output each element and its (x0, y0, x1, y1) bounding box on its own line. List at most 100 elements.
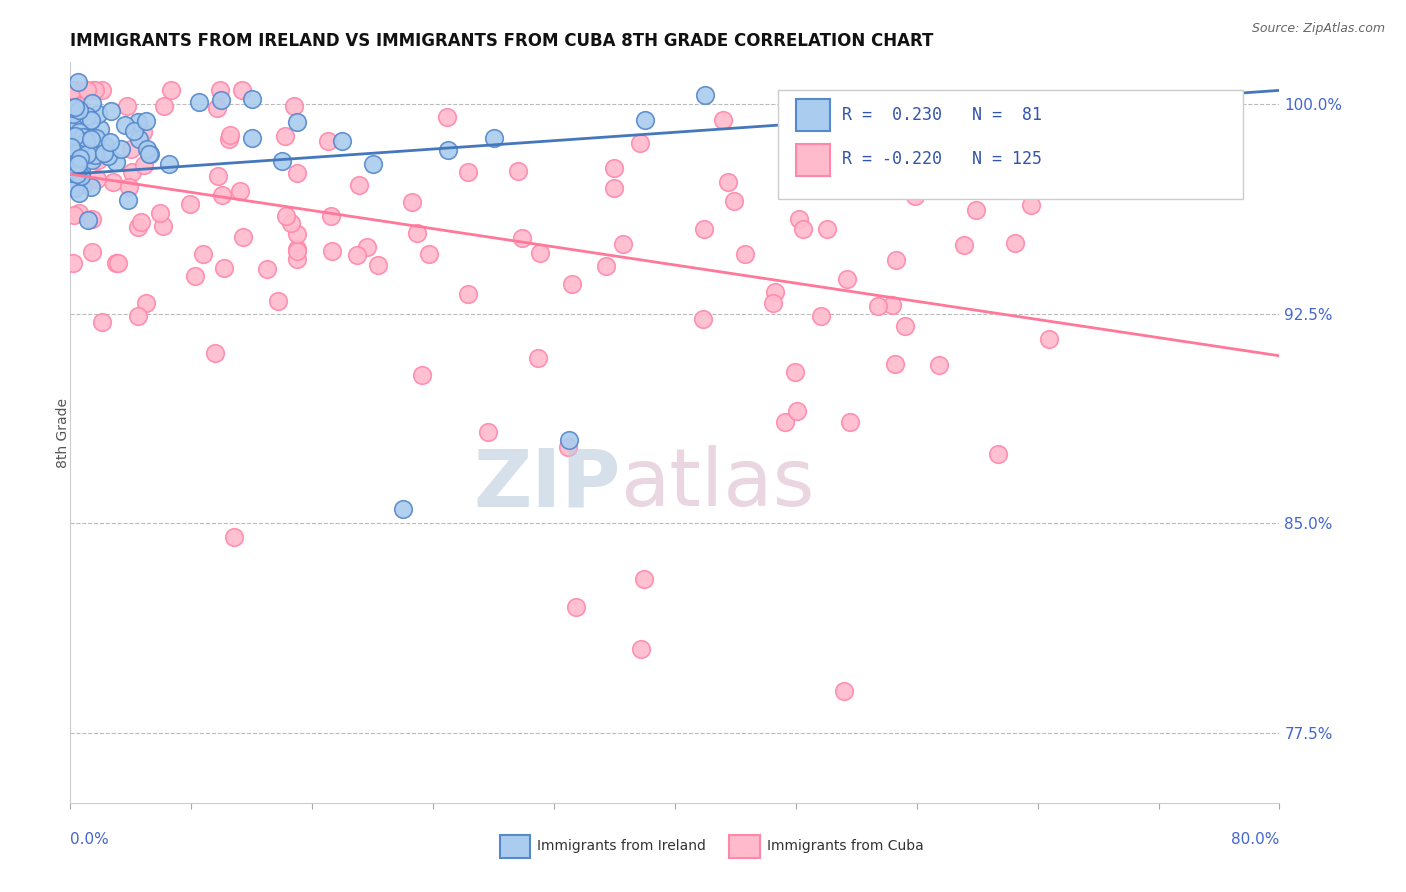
Text: Immigrants from Ireland: Immigrants from Ireland (537, 839, 706, 854)
Text: IMMIGRANTS FROM IRELAND VS IMMIGRANTS FROM CUBA 8TH GRADE CORRELATION CHART: IMMIGRANTS FROM IRELAND VS IMMIGRANTS FR… (70, 32, 934, 50)
Point (60, 165, 83, 179)
Point (285, 243, 308, 257)
Point (211, 93, 233, 107)
Point (761, 296, 783, 310)
Point (135, 142, 157, 156)
Point (987, 447, 1010, 461)
Bar (796, 99, 830, 131)
Point (557, 441, 579, 455)
Point (212, 261, 235, 276)
Point (256, 262, 278, 277)
Point (63, 181, 86, 195)
Point (91, 83, 114, 97)
Point (128, 132, 150, 146)
Point (561, 277, 583, 291)
Point (208, 83, 231, 97)
Text: atlas: atlas (620, 445, 815, 524)
Point (211, 188, 233, 202)
Point (477, 425, 499, 439)
Point (527, 351, 550, 365)
Point (122, 123, 145, 137)
Point (274, 209, 297, 223)
Point (633, 572, 655, 586)
Point (65, 164, 87, 178)
Point (285, 252, 308, 266)
Point (457, 164, 479, 178)
Point (67, 186, 90, 200)
Point (132, 125, 155, 139)
Point (157, 157, 180, 171)
Point (207, 169, 229, 183)
Point (138, 146, 160, 161)
Point (967, 112, 990, 127)
Point (80, 132, 103, 146)
Point (72, 112, 94, 126)
Text: R =  0.230   N =  81: R = 0.230 N = 81 (842, 106, 1042, 124)
Point (60, 161, 83, 176)
Point (285, 227, 308, 241)
Point (65, 100, 87, 114)
Point (1004, 235, 1026, 250)
Point (69, 151, 91, 165)
Point (285, 115, 308, 129)
Point (80, 113, 103, 128)
Point (76, 109, 98, 123)
Point (367, 258, 389, 272)
Point (86, 131, 108, 145)
Point (786, 403, 808, 417)
Point (692, 312, 714, 326)
Point (152, 219, 174, 233)
Point (69, 164, 91, 178)
Point (60, 148, 83, 162)
Point (86, 172, 108, 186)
Point (94, 139, 117, 153)
Text: Source: ZipAtlas.com: Source: ZipAtlas.com (1251, 22, 1385, 36)
Point (319, 209, 342, 223)
Point (115, 99, 138, 113)
Point (107, 256, 129, 270)
Point (63, 130, 86, 145)
Point (274, 128, 297, 143)
Y-axis label: 8th Grade: 8th Grade (56, 398, 70, 467)
Point (90, 315, 112, 329)
Point (67, 206, 90, 220)
Point (1038, 332, 1060, 346)
Point (763, 285, 786, 300)
Point (89, 121, 111, 136)
Point (401, 195, 423, 210)
Point (79, 113, 101, 128)
Point (321, 244, 343, 259)
Point (118, 180, 141, 194)
Point (267, 293, 290, 308)
Point (270, 154, 294, 169)
Point (67, 103, 90, 118)
Point (80, 153, 103, 168)
Point (66, 167, 89, 181)
Point (63, 114, 86, 128)
Point (231, 83, 253, 97)
Point (391, 502, 415, 516)
Point (63, 129, 86, 144)
Point (97, 149, 120, 163)
Point (67, 99, 90, 113)
Point (723, 194, 745, 208)
Point (457, 287, 479, 301)
Point (612, 237, 634, 252)
Point (72, 129, 94, 144)
Point (356, 240, 378, 254)
Point (187, 95, 209, 109)
Point (283, 99, 305, 113)
Bar (796, 144, 830, 176)
Point (80, 180, 103, 194)
Point (510, 230, 533, 244)
Point (633, 112, 655, 127)
Point (70, 170, 93, 185)
Point (76, 83, 98, 97)
Point (104, 256, 127, 270)
Point (76, 140, 98, 154)
Point (60, 83, 83, 97)
Point (60, 138, 83, 153)
Point (193, 247, 215, 261)
Point (60, 144, 83, 158)
Point (80, 96, 103, 111)
